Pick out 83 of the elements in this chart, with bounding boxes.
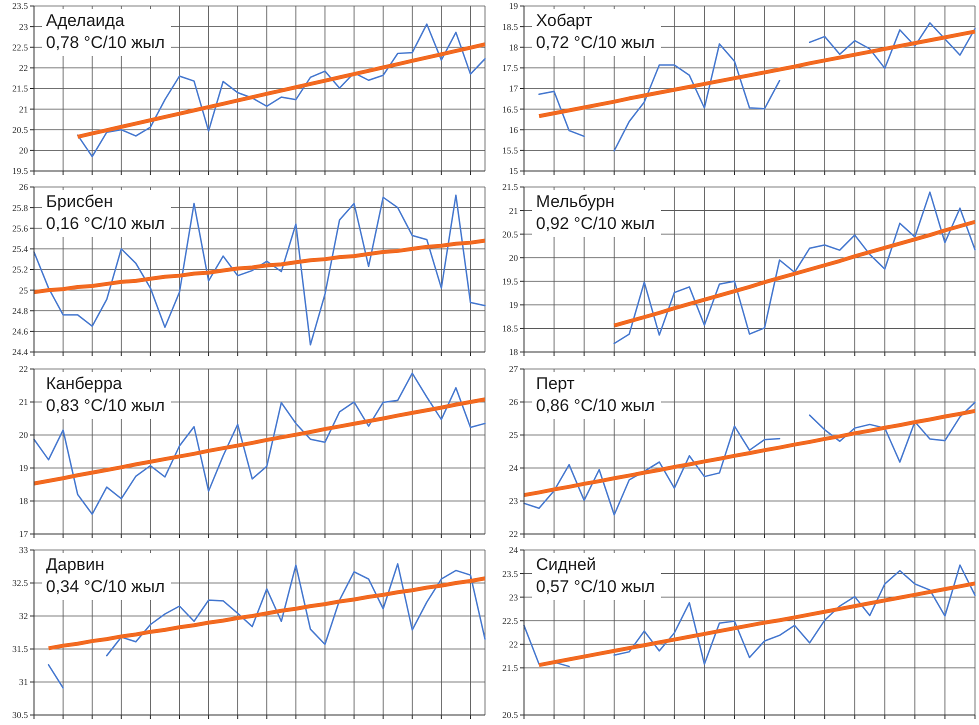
y-tick-label: 24 (509, 544, 518, 555)
text: 0,86 °C/10 жыл (536, 394, 655, 416)
y-tick-label: 19.5 (12, 166, 28, 176)
line-series (33, 372, 486, 514)
y-tick-label: 24.6 (12, 326, 28, 337)
y-tick-label: 25.2 (12, 264, 28, 275)
chart-title: Хобарт (536, 10, 594, 32)
y-tick-label: 22 (19, 364, 28, 374)
y-tick-label: 18 (509, 347, 518, 358)
y-tick-label: 20.5 (502, 230, 518, 240)
y-tick-label: 19 (509, 300, 518, 310)
y-tick-label: 24 (509, 462, 518, 473)
y-tick-label: 23.5 (502, 568, 518, 579)
chart-title: Сидней (536, 554, 598, 576)
line-series (46, 576, 487, 650)
y-tick-label: 21 (19, 396, 28, 407)
y-tick-label: 31.5 (12, 644, 28, 654)
y-tick-label: 21.5 (502, 662, 518, 673)
y-tick-label: 22 (509, 528, 518, 539)
line-series (32, 396, 487, 486)
y-tick-label: 25 (509, 430, 518, 440)
y-tick-label: 21.5 (12, 84, 28, 94)
y-tick-label: 19 (19, 462, 28, 473)
y-tick-label: 32 (19, 610, 28, 621)
y-tick-label: 21 (19, 104, 28, 114)
y-tick-label: 17 (509, 84, 518, 94)
y-tick-label: 18.5 (502, 22, 518, 32)
y-tick-label: 17.5 (502, 63, 518, 74)
y-tick-label: 16.5 (502, 104, 518, 114)
y-tick-label: 22 (509, 639, 518, 650)
line-series (537, 581, 977, 667)
y-tick-label: 25.4 (12, 244, 28, 254)
y-tick-label: 18 (509, 42, 518, 52)
y-tick-label: 33 (19, 544, 28, 555)
y-tick-label: 25.6 (12, 224, 28, 234)
line-series (32, 238, 487, 294)
chart-title: Дарвин (46, 554, 106, 576)
y-tick-label: 20 (19, 430, 28, 440)
y-tick-label: 21 (509, 206, 518, 216)
y-tick-label: 30.5 (12, 710, 28, 720)
y-tick-label: 23 (19, 22, 28, 32)
y-tick-label: 20 (19, 146, 28, 156)
line-series (33, 194, 486, 346)
y-tick-label: 25 (19, 286, 28, 296)
y-tick-label: 27 (509, 364, 518, 374)
chart-title: Аделаида (46, 10, 126, 32)
y-tick-label: 20.5 (502, 710, 518, 720)
text: 0,72 °C/10 жыл (536, 32, 655, 54)
y-tick-label: 32.5 (12, 578, 28, 588)
y-tick-label: 24.4 (12, 347, 28, 358)
y-tick-label: 15 (509, 166, 518, 176)
text: 0,57 °C/10 жыл (536, 576, 655, 598)
y-tick-label: 20.5 (12, 124, 28, 135)
y-tick-label: 23 (509, 496, 518, 506)
y-tick-label: 17 (19, 528, 28, 539)
y-tick-label: 18 (19, 496, 28, 506)
chart-title: Мельбурн (536, 191, 616, 214)
text: 0,16 °C/10 жыл (46, 213, 165, 236)
y-tick-label: 22.5 (12, 42, 28, 52)
y-tick-label: 24.8 (12, 306, 28, 316)
chart-title: Перт (536, 372, 576, 394)
y-tick-label: 22 (19, 63, 28, 74)
text: 0,34 °C/10 жыл (46, 576, 165, 598)
chart-title: Канберра (46, 372, 124, 394)
text: 0,92 °C/10 жыл (536, 213, 655, 236)
y-tick-label: 22.5 (502, 616, 518, 626)
y-tick-label: 20 (509, 253, 518, 264)
text: 0,83 °C/10 жыл (46, 394, 165, 416)
y-tick-label: 19.5 (502, 276, 518, 287)
y-tick-label: 25.8 (12, 203, 28, 214)
y-tick-label: 16 (509, 124, 518, 135)
y-tick-label: 18.5 (502, 324, 518, 334)
y-tick-label: 26 (509, 396, 518, 407)
y-tick-label: 31 (19, 676, 28, 687)
y-tick-label: 23.5 (12, 1, 28, 12)
y-tick-label: 19 (509, 1, 518, 12)
y-tick-label: 15.5 (502, 146, 518, 156)
chart-title: Брисбен (46, 191, 114, 214)
line-series (537, 30, 977, 118)
text: 0,78 °C/10 жыл (46, 32, 165, 54)
y-tick-label: 26 (19, 182, 28, 192)
y-tick-label: 23 (509, 592, 518, 602)
y-tick-label: 21.5 (502, 182, 518, 192)
